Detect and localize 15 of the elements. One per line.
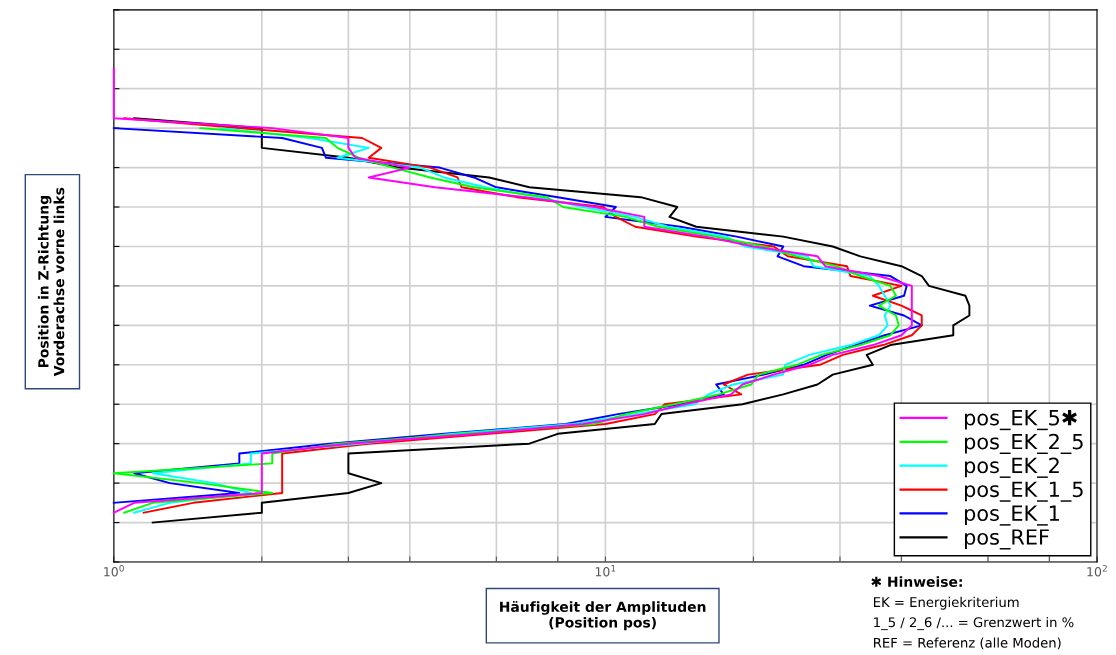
x-tick-label: 10$^{1}$ [595,565,616,577]
legend-label: pos_EK_2 [965,457,1059,478]
x-axis-title: Häufigkeit der Amplituden (Position pos) [500,601,706,631]
y-axis-title: Position in Z-Richtung Vorderachse vorne links [37,187,65,377]
legend-label: pos_EK_1_5 [965,481,1083,502]
x-tick-label: 10$^{0}$ [104,564,124,577]
legend-label: pos_EK_1 [965,505,1059,526]
text: EK = Energiekriterium [874,596,1019,610]
legend-label: pos_EK_2_5 [965,433,1083,455]
legend-label: pos_EK_5✱ [965,410,1077,431]
text: REF = Referenz (alle Moden) [874,637,1061,650]
text: ✱ Hinweise: [871,576,962,587]
x-tick-label: 10$^{2}$ [1087,564,1107,577]
legend-label: pos_REF [965,529,1049,550]
text: 1_5 / 2_6 /... = Grenzwert in % [874,616,1074,631]
